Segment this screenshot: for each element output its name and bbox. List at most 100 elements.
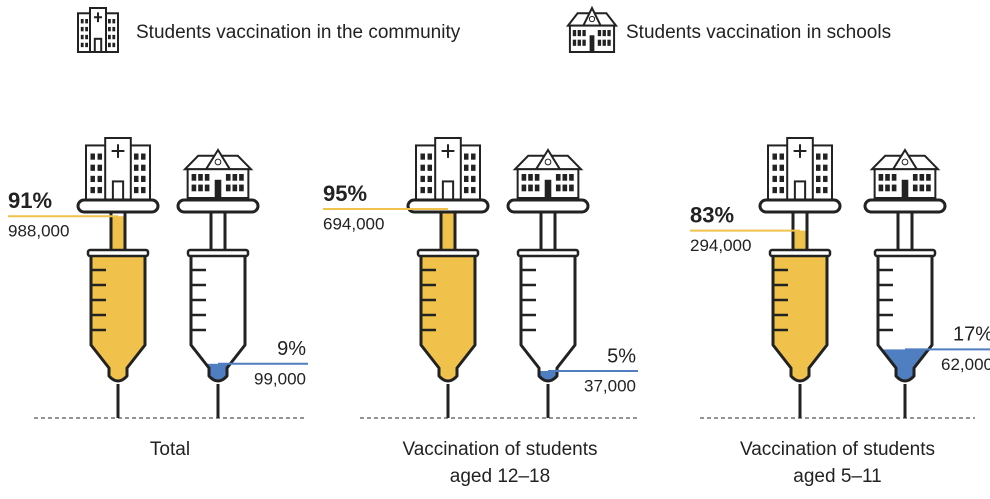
icon-window	[816, 187, 820, 193]
group-label: Vaccination of students aged 5–11	[723, 436, 953, 490]
icon-window	[823, 187, 827, 193]
flange	[78, 200, 158, 212]
icon-clock	[545, 159, 551, 165]
infographic: Students vaccination in the community Stu…	[0, 0, 990, 499]
icon-window	[528, 174, 533, 181]
icon-window	[926, 174, 931, 181]
icon-window	[108, 19, 111, 23]
icon-window	[464, 176, 468, 182]
percent-label: 91%	[8, 188, 52, 213]
icon-window	[464, 165, 468, 171]
icon-window	[90, 165, 94, 171]
count-label: 62,000	[941, 355, 990, 374]
icon-window	[780, 165, 784, 171]
icon-window	[582, 40, 585, 46]
icon-window	[471, 165, 475, 171]
icon-door	[795, 181, 805, 200]
icon-window	[112, 43, 115, 47]
icon-window	[598, 30, 601, 36]
icon-window	[134, 154, 138, 160]
percent-label: 17%	[953, 324, 990, 346]
icon-window	[112, 19, 115, 23]
icon-clock	[215, 159, 221, 165]
count-label: 37,000	[584, 376, 636, 395]
icon-window	[198, 174, 203, 181]
group-label: Vaccination of students aged 12–18	[385, 436, 615, 490]
icon-window	[879, 185, 884, 192]
count-label: 988,000	[8, 222, 69, 241]
icon-window	[578, 40, 581, 46]
icon-window	[98, 187, 102, 193]
icon-window	[233, 185, 238, 192]
icon-window	[108, 43, 111, 47]
icon-window	[428, 154, 432, 160]
count-label: 694,000	[323, 214, 384, 233]
icon-door	[545, 180, 552, 198]
school-icon	[185, 150, 251, 198]
icon-window	[885, 185, 890, 192]
icon-window	[563, 174, 568, 181]
flange	[408, 200, 488, 212]
icon-window	[816, 154, 820, 160]
count-label: 294,000	[690, 236, 751, 255]
icon-window	[569, 174, 574, 181]
icon-window	[226, 174, 231, 181]
icon-window	[81, 43, 84, 47]
barrel-cap	[88, 250, 148, 256]
icon-window	[556, 185, 561, 192]
icon-window	[471, 154, 475, 160]
icon-window	[913, 185, 918, 192]
barrel-cap	[518, 250, 578, 256]
barrel-cap	[418, 250, 478, 256]
icon-window	[98, 165, 102, 171]
icon-window	[420, 154, 424, 160]
icon-window	[607, 40, 610, 46]
icon-window	[772, 154, 776, 160]
icon-window	[428, 176, 432, 182]
icon-door	[113, 181, 123, 200]
icon-clock	[589, 16, 594, 21]
icon-window	[205, 185, 210, 192]
icon-window	[823, 176, 827, 182]
icon-window	[578, 30, 581, 36]
icon-window	[85, 35, 88, 39]
icon-window	[772, 187, 776, 193]
icon-window	[772, 176, 776, 182]
icon-window	[816, 165, 820, 171]
count-label: 99,000	[254, 369, 306, 388]
barrel-cap	[770, 250, 830, 256]
icon-window	[81, 27, 84, 31]
barrel-cap	[188, 250, 248, 256]
icon-window	[920, 174, 925, 181]
hospital-icon	[416, 138, 480, 200]
icon-window	[90, 154, 94, 160]
icon-window	[913, 174, 918, 181]
icon-window	[420, 187, 424, 193]
icon-window	[879, 174, 884, 181]
icon-window	[81, 19, 84, 23]
icon-window	[926, 185, 931, 192]
hospital-icon	[768, 138, 832, 200]
icon-window	[535, 185, 540, 192]
icon-window	[573, 30, 576, 36]
legend-label: Students vaccination in schools	[626, 22, 891, 43]
icon-window	[141, 176, 145, 182]
icon-window	[198, 185, 203, 192]
school-icon	[872, 150, 938, 198]
icon-window	[464, 154, 468, 160]
icon-window	[108, 27, 111, 31]
icon-window	[112, 35, 115, 39]
icon-door	[443, 181, 453, 200]
icon-window	[772, 165, 776, 171]
icon-window	[239, 185, 244, 192]
school-icon	[568, 8, 616, 52]
icon-window	[81, 35, 84, 39]
icon-window	[98, 154, 102, 160]
legend-label: Students vaccination in the community	[136, 22, 461, 43]
barrel-cap	[875, 250, 935, 256]
icon-window	[108, 35, 111, 39]
icon-window	[141, 187, 145, 193]
icon-window	[134, 187, 138, 193]
school-icon	[515, 150, 581, 198]
icon-window	[141, 165, 145, 171]
